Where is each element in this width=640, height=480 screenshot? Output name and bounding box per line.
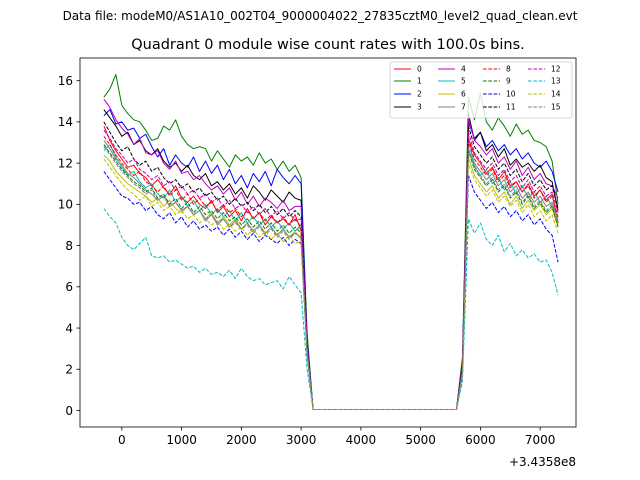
series-line-3 <box>103 109 559 410</box>
series-line-1 <box>103 73 559 410</box>
x-tick-label: 4000 <box>346 433 377 447</box>
legend-item-15: 15 <box>528 103 561 112</box>
legend-label: 10 <box>506 90 516 99</box>
legend-item-3: 3 <box>394 103 422 112</box>
suptitle: Data file: modeM0/AS1A10_002T04_90000040… <box>63 9 578 23</box>
series-line-5 <box>103 144 559 410</box>
legend-item-12: 12 <box>528 65 561 74</box>
series-line-9 <box>103 144 559 410</box>
legend-label: 1 <box>417 77 422 86</box>
series-line-10 <box>103 171 559 410</box>
series-line-14 <box>103 158 559 410</box>
legend-item-6: 6 <box>438 90 466 99</box>
legend-label: 12 <box>551 65 561 74</box>
legend-label: 3 <box>417 103 422 112</box>
legend-item-0: 0 <box>394 65 422 74</box>
legend-item-8: 8 <box>483 65 511 74</box>
series-line-11 <box>103 121 559 410</box>
y-tick-label: 6 <box>65 280 73 294</box>
legend-label: 8 <box>506 65 511 74</box>
x-tick-label: 6000 <box>465 433 496 447</box>
x-tick-label: 3000 <box>286 433 317 447</box>
legend-label: 13 <box>551 77 561 86</box>
legend-item-9: 9 <box>483 77 511 86</box>
legend-label: 0 <box>417 65 422 74</box>
series-line-15 <box>103 146 559 410</box>
y-tick-label: 2 <box>65 363 73 377</box>
x-axis: 0 1000 2000 3000 4000 5000 6000 7000 <box>118 427 555 447</box>
legend-label: 6 <box>461 90 466 99</box>
legend-item-14: 14 <box>528 90 561 99</box>
legend-label: 4 <box>461 65 466 74</box>
plot-area: 0 1000 2000 3000 4000 5000 6000 7000 0246810121… <box>58 57 577 469</box>
legend-label: 11 <box>506 103 516 112</box>
legend-item-1: 1 <box>394 77 422 86</box>
series-line-2 <box>103 109 559 410</box>
legend-frame <box>389 61 573 119</box>
y-tick-label: 8 <box>65 239 73 253</box>
x-tick-label: 0 <box>118 433 126 447</box>
series-line-4 <box>103 98 559 410</box>
series-line-12 <box>103 129 559 410</box>
x-tick-label: 1000 <box>166 433 197 447</box>
series-layer <box>103 73 559 410</box>
series-line-7 <box>103 140 559 410</box>
legend-label: 5 <box>461 77 466 86</box>
legend-item-13: 13 <box>528 77 561 86</box>
legend-label: 15 <box>551 103 561 112</box>
series-line-0 <box>103 125 559 410</box>
y-tick-label: 4 <box>65 321 73 335</box>
legend-item-7: 7 <box>438 103 466 112</box>
legend-label: 14 <box>551 90 561 99</box>
legend-item-2: 2 <box>394 90 422 99</box>
x-tick-label: 5000 <box>405 433 436 447</box>
x-tick-label: 2000 <box>226 433 257 447</box>
legend-label: 7 <box>461 103 466 112</box>
x-offset-label: +3.4358e8 <box>509 455 576 469</box>
legend-item-10: 10 <box>483 90 516 99</box>
y-axis: 0 2 4 6 8 10 12 14 16 <box>58 74 80 418</box>
legend-item-11: 11 <box>483 103 516 112</box>
legend-label: 2 <box>417 90 422 99</box>
axes-frame <box>79 57 577 428</box>
chart-title: Quadrant 0 module wise count rates with … <box>131 37 525 53</box>
y-tick-label: 0 <box>65 404 73 418</box>
x-tick-label: 7000 <box>525 433 556 447</box>
y-tick-label: 14 <box>58 115 73 129</box>
y-tick-label: 10 <box>58 198 73 212</box>
y-tick-label: 16 <box>58 74 73 88</box>
series-line-8 <box>103 136 559 410</box>
legend-item-5: 5 <box>438 77 466 86</box>
legend-label: 9 <box>506 77 511 86</box>
y-tick-label: 12 <box>58 156 73 170</box>
legend-item-4: 4 <box>438 65 466 74</box>
series-line-13 <box>103 208 559 410</box>
